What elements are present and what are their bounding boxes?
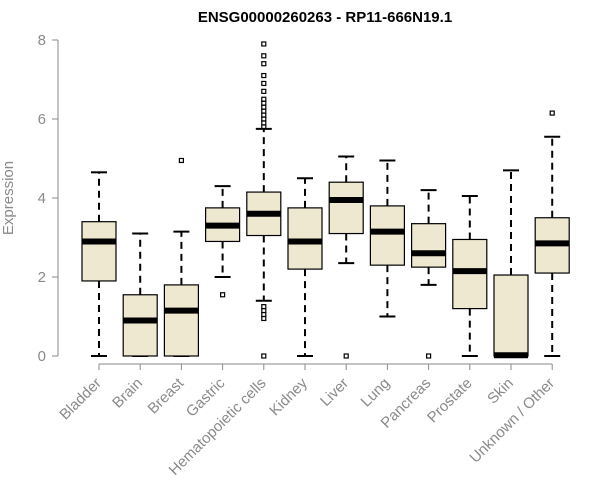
box-group bbox=[163, 157, 199, 357]
outlier-point bbox=[261, 61, 267, 67]
box-iqr bbox=[163, 284, 199, 357]
x-tick-label: Lung bbox=[358, 375, 394, 411]
outlier-point bbox=[261, 353, 267, 359]
outlier-point bbox=[343, 353, 349, 359]
outlier-point bbox=[261, 88, 267, 94]
outlier-point bbox=[261, 304, 267, 310]
box-group bbox=[246, 41, 282, 359]
box-iqr bbox=[81, 221, 117, 282]
box-group bbox=[81, 171, 117, 357]
box-iqr bbox=[122, 294, 158, 357]
box-iqr bbox=[411, 223, 447, 268]
box-iqr bbox=[369, 205, 405, 266]
box-iqr bbox=[493, 274, 529, 357]
plot-area bbox=[81, 41, 570, 359]
y-tick-label: 0 bbox=[38, 348, 46, 365]
y-tick-label: 2 bbox=[38, 269, 46, 286]
x-tick-label: Prostate bbox=[424, 375, 476, 427]
outlier-point bbox=[261, 72, 267, 79]
outlier-point bbox=[261, 53, 267, 59]
x-tick-label: Bladder bbox=[56, 375, 105, 424]
box-group bbox=[411, 189, 447, 359]
y-axis: 0 2 4 6 8 bbox=[38, 32, 59, 365]
outlier-point bbox=[261, 80, 267, 87]
box-group bbox=[205, 185, 241, 298]
y-axis-label: Expression bbox=[0, 161, 17, 235]
y-tick-label: 4 bbox=[38, 190, 46, 207]
box-group bbox=[493, 169, 529, 359]
y-tick-label: 8 bbox=[38, 32, 46, 49]
chart-title: ENSG00000260263 - RP11-666N19.1 bbox=[198, 9, 452, 26]
box-group bbox=[287, 177, 323, 357]
x-tick-label: Breast bbox=[145, 374, 188, 417]
box-group bbox=[328, 155, 364, 359]
outlier-point bbox=[220, 292, 226, 298]
box-group bbox=[452, 195, 488, 357]
box-group bbox=[369, 159, 405, 318]
outlier-point bbox=[178, 157, 184, 164]
box-group bbox=[534, 110, 570, 357]
x-tick-label: Skin bbox=[484, 375, 517, 408]
outlier-point bbox=[426, 353, 432, 359]
outlier-point bbox=[261, 96, 267, 102]
y-tick-label: 6 bbox=[38, 111, 46, 128]
box-group bbox=[122, 232, 158, 357]
x-tick-label: Kidney bbox=[266, 374, 311, 419]
outlier-point bbox=[549, 110, 555, 116]
x-tick-label: Brain bbox=[109, 375, 146, 412]
x-tick-label: Liver bbox=[317, 375, 352, 410]
box-iqr bbox=[328, 181, 364, 235]
outlier-point bbox=[261, 41, 267, 47]
